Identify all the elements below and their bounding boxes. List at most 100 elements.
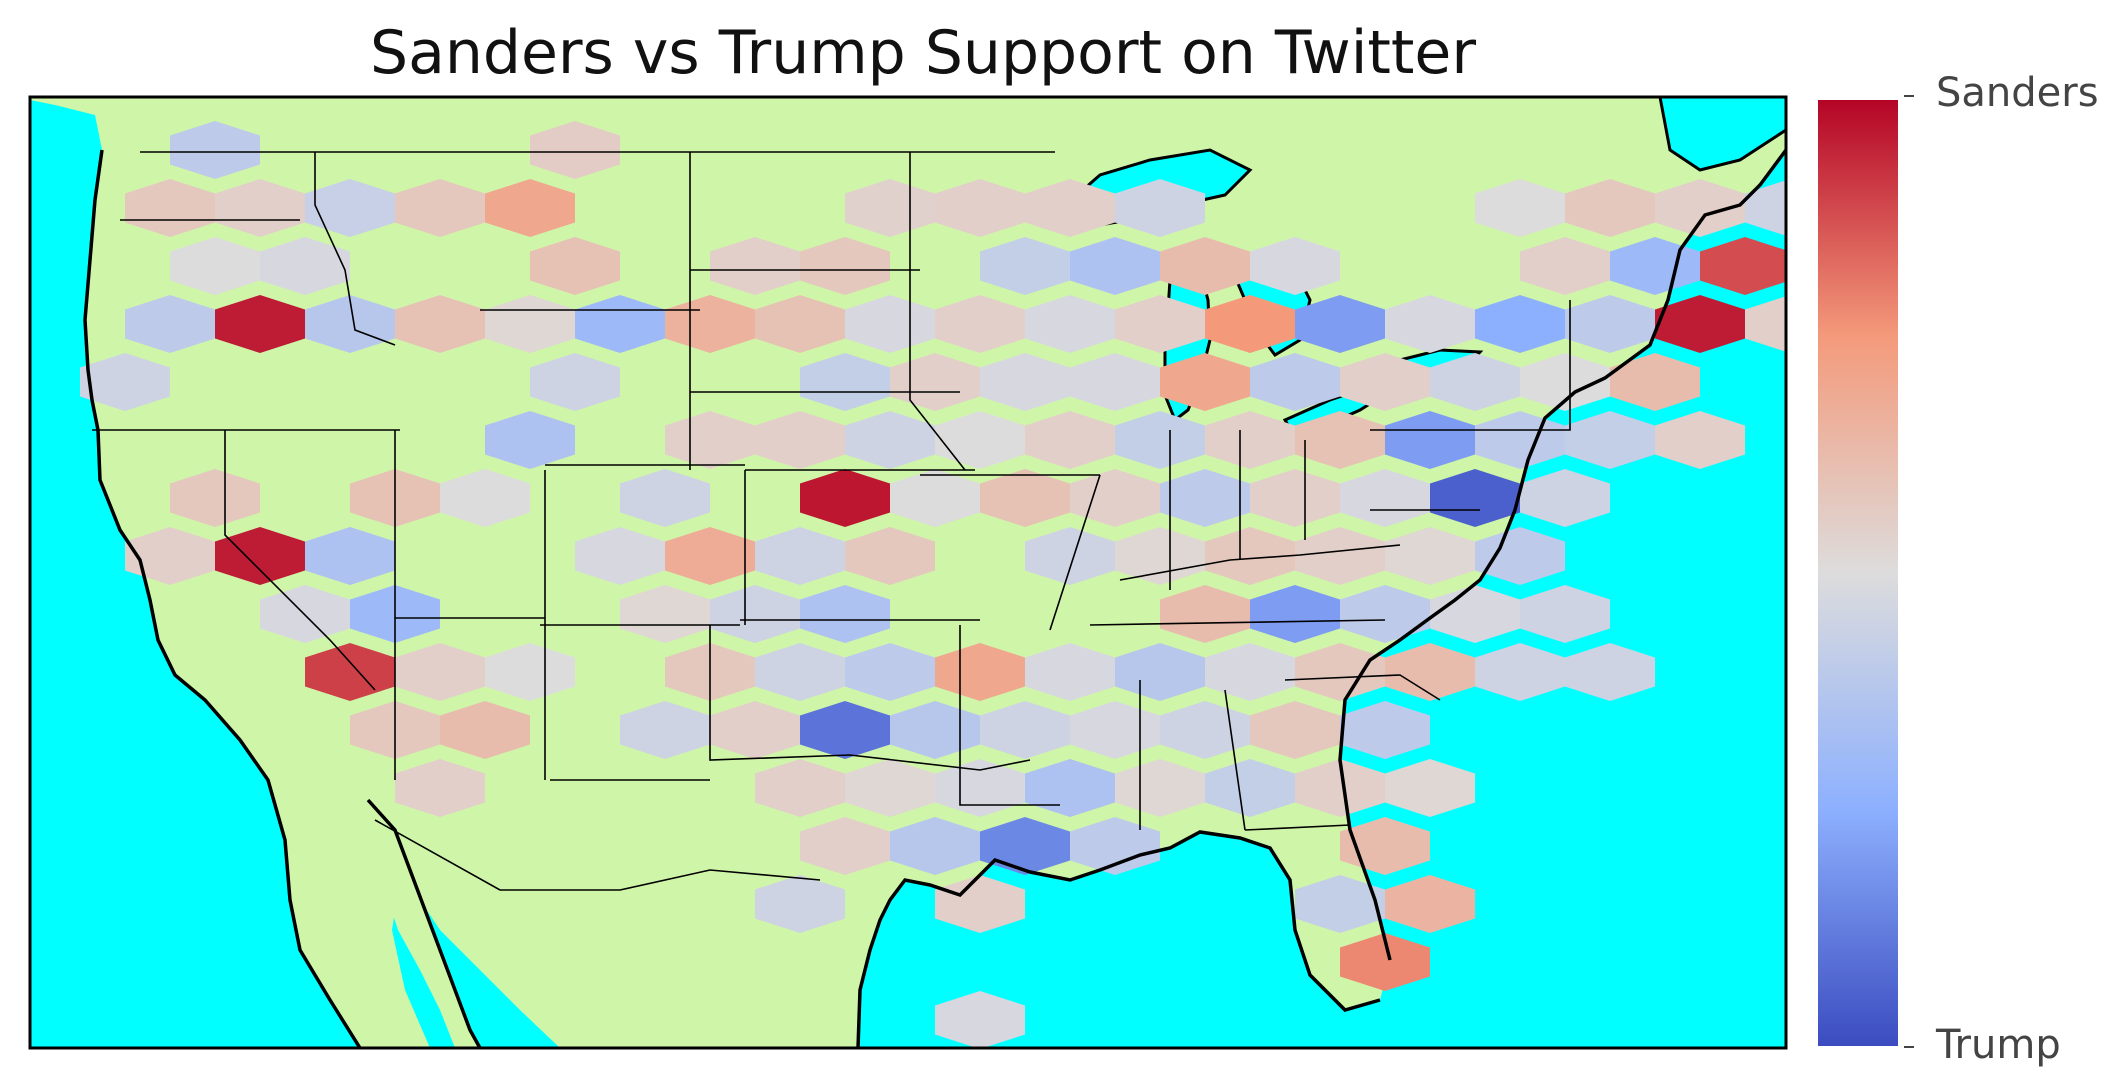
hexbin-cell — [485, 179, 575, 237]
hexbin-cell — [620, 701, 710, 759]
hexbin-cell — [125, 527, 215, 585]
hexbin-cell — [1700, 237, 1786, 295]
hexbin-cell — [1205, 759, 1295, 817]
hexbin-cell — [620, 585, 710, 643]
hexbin-cell — [305, 179, 395, 237]
hexbin-cell — [1250, 353, 1340, 411]
hexbin-cell — [1025, 411, 1115, 469]
hexbin-cell — [1250, 237, 1340, 295]
hexbin-cell — [1385, 411, 1475, 469]
coast-baja — [366, 798, 482, 1048]
hexbin-cell — [980, 469, 1070, 527]
hexbin-cell — [1070, 353, 1160, 411]
hexbin-cell — [800, 585, 890, 643]
coastlines — [83, 148, 1786, 1048]
hexbin-cell — [845, 759, 935, 817]
hexbin-cell — [845, 411, 935, 469]
hexbin-cell — [1430, 585, 1520, 643]
border-ky-va — [1119, 544, 1401, 581]
hexbin-cell — [1430, 353, 1520, 411]
map-title: Sanders vs Trump Support on Twitter — [369, 18, 1476, 88]
hexbin-cell — [1025, 179, 1115, 237]
border-mo-ar — [1049, 474, 1101, 631]
hexbin-cell — [1115, 411, 1205, 469]
hexbin-cell — [215, 295, 305, 353]
colorbar-label-top: Sanders — [1936, 70, 2099, 116]
hexbin-cell — [935, 179, 1025, 237]
hexbin-cell — [1295, 295, 1385, 353]
hexbin-cell — [395, 643, 485, 701]
hexbin-cell — [845, 643, 935, 701]
hexbin-cell — [1565, 179, 1655, 237]
border-ny-ne — [1500, 300, 1571, 431]
hexbin-cell — [1115, 295, 1205, 353]
hexbin-cell — [980, 353, 1070, 411]
hexbin-cell — [890, 353, 980, 411]
hexbin-cell — [1520, 469, 1610, 527]
hexbin-cell — [1340, 701, 1430, 759]
hexbin-cell — [305, 527, 395, 585]
hexbin-cell — [1295, 643, 1385, 701]
coast-atlantic — [1338, 148, 1786, 961]
hudson-bay-inlet — [1658, 97, 1786, 172]
hexbin-cell — [170, 237, 260, 295]
hexbin-cell — [125, 179, 215, 237]
border-mn-wi — [909, 152, 966, 471]
colorbar-label-bottom: Trump — [1936, 1022, 2061, 1068]
hexbin-cell — [1295, 875, 1385, 933]
hexbin-cell — [800, 701, 890, 759]
hexbin-cell — [530, 237, 620, 295]
hexbin-cell — [440, 469, 530, 527]
coast-gulf — [856, 830, 1381, 1048]
hexbin-cell — [1160, 701, 1250, 759]
border-az-mexico — [374, 819, 821, 891]
hexbin-cell — [305, 295, 395, 353]
hexbin-cell — [1745, 296, 1786, 352]
hexbin-cell — [530, 121, 620, 179]
hexbin-cell — [170, 121, 260, 179]
hexbin-cell — [1160, 469, 1250, 527]
hexbin-cell — [1025, 643, 1115, 701]
hexbin-cell — [1475, 179, 1565, 237]
hexbin-cell — [1115, 179, 1205, 237]
hexbin-cell — [1340, 585, 1430, 643]
hexbin-cell — [710, 585, 800, 643]
hexbin-cell — [1025, 759, 1115, 817]
hexbin-cell — [1115, 643, 1205, 701]
hexbin-cell — [620, 469, 710, 527]
hexbin-cell — [935, 875, 1025, 933]
hexbin-cell — [575, 527, 665, 585]
hexbin-cell — [1655, 179, 1745, 237]
hexbin-cell — [1385, 759, 1475, 817]
border-ga-fl — [1244, 824, 1351, 831]
hexbin-cell — [1340, 469, 1430, 527]
hexbin-cell — [1295, 411, 1385, 469]
border-nc-sc — [1284, 674, 1441, 701]
hexbin-cell — [755, 875, 845, 933]
hexbin-cell — [1070, 469, 1160, 527]
hexbin-cell — [215, 527, 305, 585]
hexbin-cell — [845, 527, 935, 585]
hexbin-cell — [1610, 237, 1700, 295]
hexbin-cell — [755, 759, 845, 817]
hexbin-cell — [980, 237, 1070, 295]
hexbin-cell — [1205, 643, 1295, 701]
border-tx-ok — [709, 625, 1031, 771]
hexbin-cell — [1070, 701, 1160, 759]
hexbin-cell — [665, 527, 755, 585]
hexbin-cell — [980, 817, 1070, 875]
hexbin-cell — [800, 469, 890, 527]
hexbin-cell — [890, 701, 980, 759]
hexbin-cell — [800, 817, 890, 875]
hexbin-cell — [1250, 701, 1340, 759]
state-borders — [92, 151, 1571, 891]
hexbin-cell — [1340, 353, 1430, 411]
hexbin-cell — [395, 295, 485, 353]
hexbin-cell — [1385, 527, 1475, 585]
border-al-ga — [1224, 689, 1246, 831]
hexbin-cell — [800, 353, 890, 411]
hexbin-cell — [260, 237, 350, 295]
hexbin-cell — [1385, 875, 1475, 933]
colorbar — [1818, 100, 1898, 1046]
